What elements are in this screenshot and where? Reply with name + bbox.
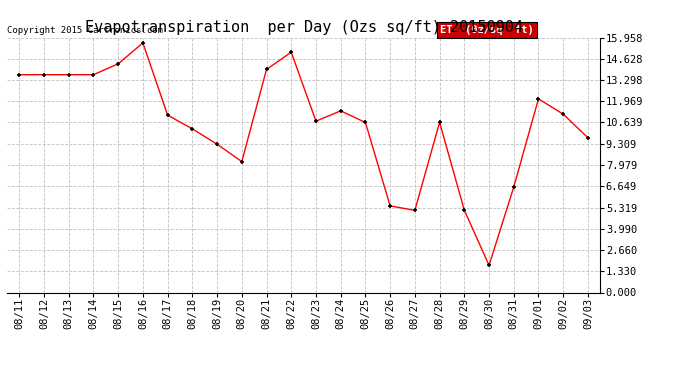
Text: ET  (0z/sq  ft): ET (0z/sq ft): [440, 25, 534, 35]
Title: Evapotranspiration  per Day (Ozs sq/ft) 20150904: Evapotranspiration per Day (Ozs sq/ft) 2…: [85, 20, 522, 35]
Text: Copyright 2015 Cartronics.com: Copyright 2015 Cartronics.com: [7, 26, 163, 35]
